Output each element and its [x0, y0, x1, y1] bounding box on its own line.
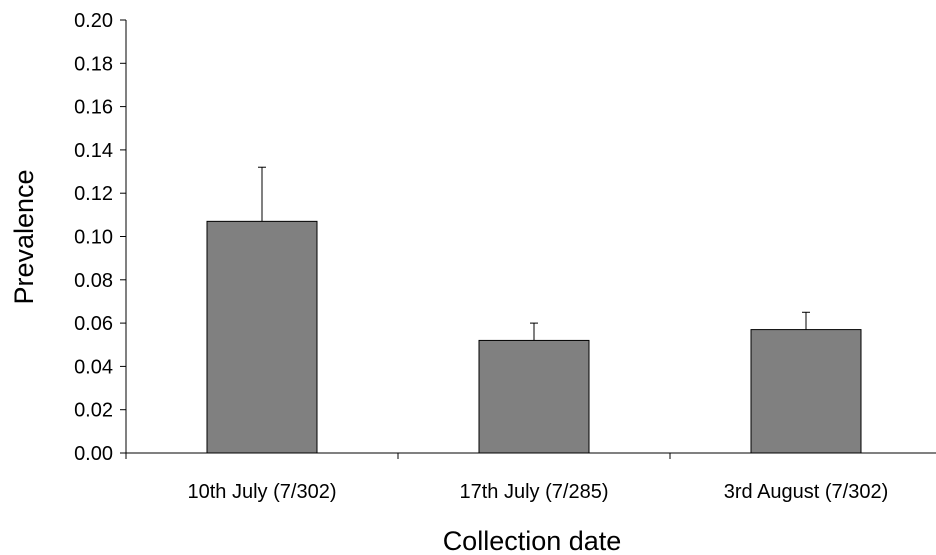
bar — [478, 339, 590, 454]
y-tick-label: 0.20 — [74, 10, 113, 32]
x-tick-label: 3rd August (7/302) — [724, 481, 889, 503]
x-axis-ticks: 10th July (7/302) 17th July (7/285) 3rd Au… — [125, 453, 889, 503]
y-tick-label: 0.12 — [74, 183, 113, 205]
y-tick-label: 0.18 — [74, 53, 113, 75]
x-axis-title: Collection date — [443, 526, 622, 555]
y-tick-label: 0.14 — [74, 140, 113, 162]
y-axis-title: Prevalence — [9, 169, 39, 304]
x-tick-label: 17th July (7/285) — [460, 481, 609, 503]
y-tick-label: 0.00 — [74, 443, 113, 465]
y-tick-label: 0.10 — [74, 227, 113, 249]
y-axis-ticks: 0.00 0.02 0.04 0.06 0.08 0.10 0.12 0.14 0.16 0.18… — [74, 10, 126, 465]
bars — [206, 166, 862, 454]
y-tick-label: 0.04 — [74, 356, 113, 378]
y-tick-label: 0.02 — [74, 400, 113, 422]
y-tick-label: 0.08 — [74, 270, 113, 292]
y-tick-label: 0.06 — [74, 313, 113, 335]
bar — [750, 329, 862, 454]
bar — [206, 220, 318, 454]
x-tick-label: 10th July (7/302) — [188, 481, 337, 503]
y-tick-label: 0.16 — [74, 97, 113, 119]
